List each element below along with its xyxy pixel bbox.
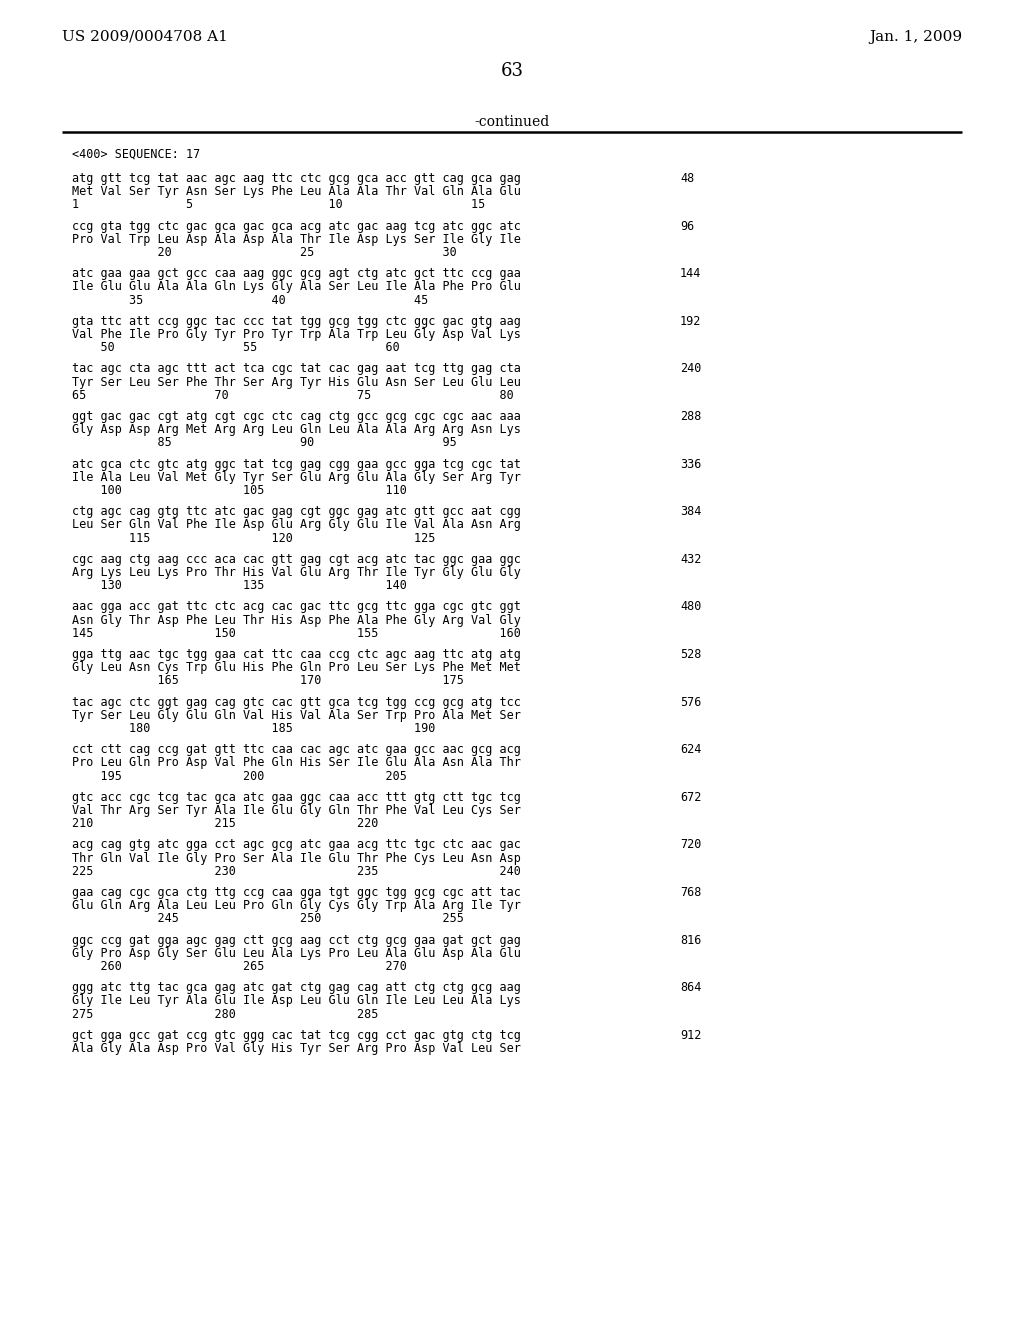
Text: Gly Ile Leu Tyr Ala Glu Ile Asp Leu Glu Gln Ile Leu Leu Ala Lys: Gly Ile Leu Tyr Ala Glu Ile Asp Leu Glu … (72, 994, 521, 1007)
Text: Asn Gly Thr Asp Phe Leu Thr His Asp Phe Ala Phe Gly Arg Val Gly: Asn Gly Thr Asp Phe Leu Thr His Asp Phe … (72, 614, 521, 627)
Text: 384: 384 (680, 506, 701, 519)
Text: Glu Gln Arg Ala Leu Leu Pro Gln Gly Cys Gly Trp Ala Arg Ile Tyr: Glu Gln Arg Ala Leu Leu Pro Gln Gly Cys … (72, 899, 521, 912)
Text: 192: 192 (680, 314, 701, 327)
Text: 180                 185                 190: 180 185 190 (72, 722, 435, 735)
Text: Ile Glu Glu Ala Ala Gln Lys Gly Ala Ser Leu Ile Ala Phe Pro Glu: Ile Glu Glu Ala Ala Gln Lys Gly Ala Ser … (72, 280, 521, 293)
Text: 130                 135                 140: 130 135 140 (72, 579, 407, 593)
Text: 195                 200                 205: 195 200 205 (72, 770, 407, 783)
Text: cgc aag ctg aag ccc aca cac gtt gag cgt acg atc tac ggc gaa ggc: cgc aag ctg aag ccc aca cac gtt gag cgt … (72, 553, 521, 566)
Text: Val Thr Arg Ser Tyr Ala Ile Glu Gly Gln Thr Phe Val Leu Cys Ser: Val Thr Arg Ser Tyr Ala Ile Glu Gly Gln … (72, 804, 521, 817)
Text: 624: 624 (680, 743, 701, 756)
Text: Gly Leu Asn Cys Trp Glu His Phe Gln Pro Leu Ser Lys Phe Met Met: Gly Leu Asn Cys Trp Glu His Phe Gln Pro … (72, 661, 521, 675)
Text: gta ttc att ccg ggc tac ccc tat tgg gcg tgg ctc ggc gac gtg aag: gta ttc att ccg ggc tac ccc tat tgg gcg … (72, 314, 521, 327)
Text: Ile Ala Leu Val Met Gly Tyr Ser Glu Arg Glu Ala Gly Ser Arg Tyr: Ile Ala Leu Val Met Gly Tyr Ser Glu Arg … (72, 471, 521, 484)
Text: acg cag gtg atc gga cct agc gcg atc gaa acg ttc tgc ctc aac gac: acg cag gtg atc gga cct agc gcg atc gaa … (72, 838, 521, 851)
Text: tac agc ctc ggt gag cag gtc cac gtt gca tcg tgg ccg gcg atg tcc: tac agc ctc ggt gag cag gtc cac gtt gca … (72, 696, 521, 709)
Text: tac agc cta agc ttt act tca cgc tat cac gag aat tcg ttg gag cta: tac agc cta agc ttt act tca cgc tat cac … (72, 363, 521, 375)
Text: 1               5                   10                  15: 1 5 10 15 (72, 198, 485, 211)
Text: atg gtt tcg tat aac agc aag ttc ctc gcg gca acc gtt cag gca gag: atg gtt tcg tat aac agc aag ttc ctc gcg … (72, 172, 521, 185)
Text: Thr Gln Val Ile Gly Pro Ser Ala Ile Glu Thr Phe Cys Leu Asn Asp: Thr Gln Val Ile Gly Pro Ser Ala Ile Glu … (72, 851, 521, 865)
Text: Gly Asp Asp Arg Met Arg Arg Leu Gln Leu Ala Ala Arg Arg Asn Lys: Gly Asp Asp Arg Met Arg Arg Leu Gln Leu … (72, 424, 521, 436)
Text: ggg atc ttg tac gca gag atc gat ctg gag cag att ctg ctg gcg aag: ggg atc ttg tac gca gag atc gat ctg gag … (72, 981, 521, 994)
Text: aac gga acc gat ttc ctc acg cac gac ttc gcg ttc gga cgc gtc ggt: aac gga acc gat ttc ctc acg cac gac ttc … (72, 601, 521, 614)
Text: Ala Gly Ala Asp Pro Val Gly His Tyr Ser Arg Pro Asp Val Leu Ser: Ala Gly Ala Asp Pro Val Gly His Tyr Ser … (72, 1041, 521, 1055)
Text: 65                  70                  75                  80: 65 70 75 80 (72, 389, 514, 401)
Text: Val Phe Ile Pro Gly Tyr Pro Tyr Trp Ala Trp Leu Gly Asp Val Lys: Val Phe Ile Pro Gly Tyr Pro Tyr Trp Ala … (72, 327, 521, 341)
Text: 115                 120                 125: 115 120 125 (72, 532, 435, 545)
Text: Pro Val Trp Leu Asp Ala Asp Ala Thr Ile Asp Lys Ser Ile Gly Ile: Pro Val Trp Leu Asp Ala Asp Ala Thr Ile … (72, 232, 521, 246)
Text: 912: 912 (680, 1028, 701, 1041)
Text: ggt gac gac cgt atg cgt cgc ctc cag ctg gcc gcg cgc cgc aac aaa: ggt gac gac cgt atg cgt cgc ctc cag ctg … (72, 411, 521, 422)
Text: 35                  40                  45: 35 40 45 (72, 293, 428, 306)
Text: 864: 864 (680, 981, 701, 994)
Text: 576: 576 (680, 696, 701, 709)
Text: 96: 96 (680, 219, 694, 232)
Text: 816: 816 (680, 933, 701, 946)
Text: atc gaa gaa gct gcc caa aag ggc gcg agt ctg atc gct ttc ccg gaa: atc gaa gaa gct gcc caa aag ggc gcg agt … (72, 267, 521, 280)
Text: atc gca ctc gtc atg ggc tat tcg gag cgg gaa gcc gga tcg cgc tat: atc gca ctc gtc atg ggc tat tcg gag cgg … (72, 458, 521, 471)
Text: 245                 250                 255: 245 250 255 (72, 912, 464, 925)
Text: 672: 672 (680, 791, 701, 804)
Text: ggc ccg gat gga agc gag ctt gcg aag cct ctg gcg gaa gat gct gag: ggc ccg gat gga agc gag ctt gcg aag cct … (72, 933, 521, 946)
Text: 145                 150                 155                 160: 145 150 155 160 (72, 627, 521, 640)
Text: ctg agc cag gtg ttc atc gac gag cgt ggc gag atc gtt gcc aat cgg: ctg agc cag gtg ttc atc gac gag cgt ggc … (72, 506, 521, 519)
Text: ccg gta tgg ctc gac gca gac gca acg atc gac aag tcg atc ggc atc: ccg gta tgg ctc gac gca gac gca acg atc … (72, 219, 521, 232)
Text: 480: 480 (680, 601, 701, 614)
Text: 288: 288 (680, 411, 701, 422)
Text: 48: 48 (680, 172, 694, 185)
Text: cct ctt cag ccg gat gtt ttc caa cac agc atc gaa gcc aac gcg acg: cct ctt cag ccg gat gtt ttc caa cac agc … (72, 743, 521, 756)
Text: Tyr Ser Leu Gly Glu Gln Val His Val Ala Ser Trp Pro Ala Met Ser: Tyr Ser Leu Gly Glu Gln Val His Val Ala … (72, 709, 521, 722)
Text: gaa cag cgc gca ctg ttg ccg caa gga tgt ggc tgg gcg cgc att tac: gaa cag cgc gca ctg ttg ccg caa gga tgt … (72, 886, 521, 899)
Text: 225                 230                 235                 240: 225 230 235 240 (72, 865, 521, 878)
Text: 144: 144 (680, 267, 701, 280)
Text: 165                 170                 175: 165 170 175 (72, 675, 464, 688)
Text: Met Val Ser Tyr Asn Ser Lys Phe Leu Ala Ala Thr Val Gln Ala Glu: Met Val Ser Tyr Asn Ser Lys Phe Leu Ala … (72, 185, 521, 198)
Text: <400> SEQUENCE: 17: <400> SEQUENCE: 17 (72, 148, 201, 161)
Text: 210                 215                 220: 210 215 220 (72, 817, 379, 830)
Text: gga ttg aac tgc tgg gaa cat ttc caa ccg ctc agc aag ttc atg atg: gga ttg aac tgc tgg gaa cat ttc caa ccg … (72, 648, 521, 661)
Text: 63: 63 (501, 62, 523, 81)
Text: Leu Ser Gln Val Phe Ile Asp Glu Arg Gly Glu Ile Val Ala Asn Arg: Leu Ser Gln Val Phe Ile Asp Glu Arg Gly … (72, 519, 521, 532)
Text: US 2009/0004708 A1: US 2009/0004708 A1 (62, 30, 228, 44)
Text: 720: 720 (680, 838, 701, 851)
Text: 275                 280                 285: 275 280 285 (72, 1007, 379, 1020)
Text: gct gga gcc gat ccg gtc ggg cac tat tcg cgg cct gac gtg ctg tcg: gct gga gcc gat ccg gtc ggg cac tat tcg … (72, 1028, 521, 1041)
Text: 100                 105                 110: 100 105 110 (72, 484, 407, 498)
Text: -continued: -continued (474, 115, 550, 129)
Text: 336: 336 (680, 458, 701, 471)
Text: 768: 768 (680, 886, 701, 899)
Text: 432: 432 (680, 553, 701, 566)
Text: 528: 528 (680, 648, 701, 661)
Text: 260                 265                 270: 260 265 270 (72, 960, 407, 973)
Text: Tyr Ser Leu Ser Phe Thr Ser Arg Tyr His Glu Asn Ser Leu Glu Leu: Tyr Ser Leu Ser Phe Thr Ser Arg Tyr His … (72, 376, 521, 388)
Text: 85                  90                  95: 85 90 95 (72, 437, 457, 449)
Text: Pro Leu Gln Pro Asp Val Phe Gln His Ser Ile Glu Ala Asn Ala Thr: Pro Leu Gln Pro Asp Val Phe Gln His Ser … (72, 756, 521, 770)
Text: gtc acc cgc tcg tac gca atc gaa ggc caa acc ttt gtg ctt tgc tcg: gtc acc cgc tcg tac gca atc gaa ggc caa … (72, 791, 521, 804)
Text: Jan. 1, 2009: Jan. 1, 2009 (869, 30, 962, 44)
Text: Gly Pro Asp Gly Ser Glu Leu Ala Lys Pro Leu Ala Glu Asp Ala Glu: Gly Pro Asp Gly Ser Glu Leu Ala Lys Pro … (72, 946, 521, 960)
Text: 20                  25                  30: 20 25 30 (72, 246, 457, 259)
Text: Arg Lys Leu Lys Pro Thr His Val Glu Arg Thr Ile Tyr Gly Glu Gly: Arg Lys Leu Lys Pro Thr His Val Glu Arg … (72, 566, 521, 579)
Text: 240: 240 (680, 363, 701, 375)
Text: 50                  55                  60: 50 55 60 (72, 341, 399, 354)
